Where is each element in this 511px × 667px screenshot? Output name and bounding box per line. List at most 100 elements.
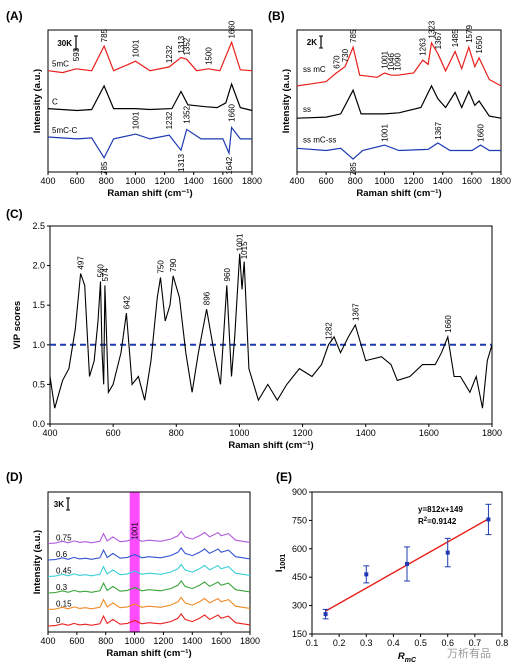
series-line-2 [296, 84, 502, 119]
x-tick-label: 1000 [125, 636, 145, 646]
fit-equation: y=812x+149 [418, 505, 463, 514]
peak-label: 785 [100, 28, 109, 42]
peak-label: 1001 [131, 522, 140, 540]
x-tick-label: 1800 [240, 636, 260, 646]
peak-label: 1001 [236, 233, 245, 251]
x-tick-label: 1800 [242, 176, 262, 186]
x-tick-label: 800 [98, 636, 113, 646]
data-point-1 [323, 612, 328, 617]
x-tick-label: 0.5 [414, 638, 427, 648]
y-tick-label: 450 [292, 572, 307, 582]
x-axis-label: Raman shift (cm⁻¹) [107, 188, 192, 199]
y-axis-label-sub: 1001 [280, 554, 287, 570]
data-point-2 [364, 572, 369, 577]
x-tick-label: 800 [99, 176, 114, 186]
y-axis-label: Intensity (a.u.) [281, 69, 292, 133]
peak-label: 785 [100, 161, 109, 175]
series-line-0.3 [47, 579, 251, 594]
peak-label: 642 [122, 295, 131, 309]
peak-label: 1282 [324, 322, 333, 340]
peak-label: 1352 [183, 105, 192, 123]
x-tick-label: 1000 [374, 176, 394, 186]
x-tick-label: 1400 [356, 428, 376, 438]
x-tick-label: 600 [70, 176, 85, 186]
peak-label: 1232 [165, 45, 174, 63]
peak-label: 560 [97, 264, 106, 278]
x-tick-label: 1200 [293, 428, 313, 438]
series-label: ss mC [303, 65, 326, 74]
data-point-4 [445, 550, 450, 555]
series-label: 0.15 [56, 600, 72, 609]
x-axis-label: RmC [398, 651, 417, 664]
peak-label: 1660 [228, 20, 237, 38]
x-tick-label: 1600 [213, 176, 233, 186]
peak-label: 1367 [351, 303, 360, 321]
y-tick-label: 150 [292, 629, 307, 639]
scale-bar-label: 30K [57, 39, 72, 48]
series-label: C [52, 98, 58, 107]
peak-label: 1660 [477, 124, 486, 142]
panel-b: (B) 400 600 800 1000 1200 1400 1600 1800 Raman sh… [268, 9, 511, 199]
peak-label: 750 [157, 260, 166, 274]
y-tick-label: 600 [292, 544, 307, 554]
fit-r-squared-value: =0.9142 [427, 517, 457, 526]
x-tick-label: 600 [69, 636, 84, 646]
highlight-band [129, 492, 140, 632]
panel-d: (D) 400 600 800 1000 1200 1400 1600 1800 Raman sh… [6, 470, 260, 659]
fit-r-squared: R2=0.9142 [418, 517, 457, 526]
panel-label: (A) [6, 9, 23, 23]
y-tick-label: 0.5 [32, 379, 45, 389]
panel-label: (B) [268, 9, 285, 23]
series-line-0.75 [47, 530, 251, 545]
peak-label: 497 [77, 256, 86, 270]
y-tick-label: 2.0 [32, 261, 45, 271]
series-label: 0.75 [56, 534, 72, 543]
peak-label: 1313 [177, 153, 186, 171]
data-point-3 [405, 561, 409, 566]
peak-label: 1485 [451, 29, 460, 47]
peak-label: 1367 [434, 121, 443, 139]
x-tick-label: 1400 [184, 176, 204, 186]
peak-label: 1090 [394, 53, 403, 71]
x-tick-label: 1800 [491, 176, 511, 186]
scale-bar-label: 3K [54, 500, 64, 509]
x-axis-label: Raman shift (cm⁻¹) [356, 188, 441, 199]
x-tick-label: 1600 [462, 176, 482, 186]
peak-label: 1660 [228, 103, 237, 121]
x-axis-label-sub: mC [405, 657, 417, 664]
series-line-0.6 [47, 546, 251, 561]
series-line-3 [296, 142, 501, 160]
peak-label: 593 [72, 47, 81, 61]
peak-label: 574 [101, 268, 110, 282]
x-tick-label: 1200 [155, 176, 175, 186]
peak-label: 960 [223, 268, 232, 282]
peak-label: 1263 [419, 37, 428, 55]
peak-label: 785 [349, 162, 358, 176]
x-tick-label: 0.3 [360, 638, 373, 648]
plot-frame [49, 225, 493, 425]
x-tick-label: 1200 [404, 176, 424, 186]
y-axis-label: I1001 [274, 554, 287, 572]
plot-frame [296, 29, 502, 173]
x-tick-label: 0.4 [387, 638, 400, 648]
peak-label: 1015 [240, 241, 249, 259]
peak-label: 1579 [465, 25, 474, 43]
x-tick-label: 1800 [482, 428, 502, 438]
peak-label: 785 [349, 29, 358, 43]
fit-r-squared-sup: 2 [424, 517, 428, 523]
series-label: ss [303, 105, 311, 114]
x-tick-label: 600 [106, 428, 121, 438]
y-tick-label: 750 [292, 515, 307, 525]
peak-label: 1642 [225, 156, 234, 174]
panel-a: (A) 400 600 800 1000 1200 1400 1600 1800 Raman sh… [6, 9, 262, 199]
peak-label: 1500 [204, 47, 213, 65]
peak-label: 896 [203, 291, 212, 305]
series-label: 5mC [52, 60, 69, 69]
x-axis-label: Raman shift (cm⁻¹) [106, 648, 191, 659]
series-label: 0.45 [56, 567, 72, 576]
peak-label: 1232 [165, 111, 174, 129]
peak-label: 1313 [177, 35, 186, 53]
scale-bar-label: 2K [307, 38, 317, 47]
y-tick-label: 2.5 [32, 221, 45, 231]
